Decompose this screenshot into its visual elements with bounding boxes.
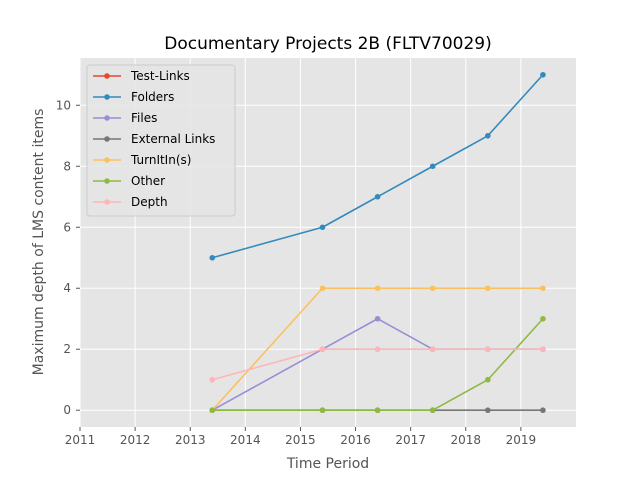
data-point — [485, 285, 491, 292]
series-other — [209, 315, 546, 414]
series-line-depth — [212, 348, 543, 381]
legend-swatch-marker — [104, 157, 110, 163]
legend-swatch-marker — [104, 136, 110, 142]
x-tick-label: 2014 — [230, 433, 261, 447]
data-point — [319, 224, 326, 231]
legend-label: Folders — [131, 90, 174, 104]
data-point — [374, 407, 381, 414]
series-folders — [209, 71, 546, 261]
legend-item-test-links: Test-Links — [93, 69, 190, 83]
x-axis-label: Time Period — [286, 456, 369, 472]
data-point — [485, 407, 491, 414]
x-tick-label: 2016 — [340, 433, 371, 447]
legend-label: Other — [131, 174, 165, 188]
series-lines — [209, 71, 546, 414]
data-point — [485, 132, 491, 139]
x-tick-label: 2015 — [285, 433, 316, 447]
y-axis-label: Maximum depth of LMS content items — [31, 109, 47, 376]
axis-ticks: 2011 2012 2013 2014 2015 2016 2017 2018 2019 0 2 4 6… — [56, 98, 536, 447]
legend-swatch-marker — [104, 94, 110, 100]
legend-item-other: Other — [93, 174, 165, 188]
legend-item-folders: Folders — [93, 90, 174, 104]
data-point — [374, 346, 381, 353]
data-point — [374, 193, 381, 200]
y-tick-label: 2 — [63, 342, 71, 356]
x-tick-label: 2018 — [451, 433, 482, 447]
chart-title: Documentary Projects 2B (FLTV70029) — [164, 34, 492, 54]
data-point — [319, 285, 326, 292]
x-tick-label: 2012 — [120, 433, 151, 447]
data-point — [540, 315, 546, 322]
data-point — [209, 254, 216, 261]
y-tick-label: 4 — [63, 281, 71, 295]
y-tick-label: 10 — [56, 98, 71, 112]
data-point — [540, 346, 546, 353]
x-tick-label: 2019 — [506, 433, 537, 447]
y-tick-label: 8 — [63, 159, 71, 173]
data-point — [429, 346, 436, 353]
legend-swatch-marker — [104, 178, 110, 184]
legend-item-files: Files — [93, 111, 157, 125]
data-point — [540, 71, 546, 78]
data-point — [429, 407, 436, 414]
legend-swatch-marker — [104, 115, 110, 121]
data-point — [429, 285, 436, 292]
legend-swatch-marker — [104, 199, 110, 205]
data-point — [209, 376, 216, 383]
y-tick-label: 6 — [63, 220, 71, 234]
data-point — [209, 407, 216, 414]
x-tick-label: 2013 — [175, 433, 206, 447]
series-line-folders — [212, 74, 544, 259]
series-line-other — [212, 318, 544, 412]
legend-item-turnitin-s: TurnItIn(s) — [93, 153, 191, 167]
data-point — [540, 407, 546, 414]
data-point — [319, 346, 326, 353]
series-depth — [209, 346, 546, 383]
series-turnitin-s — [209, 285, 546, 414]
legend-label: External Links — [131, 132, 215, 146]
data-point — [374, 315, 381, 322]
legend-box — [86, 64, 236, 217]
data-point — [485, 376, 491, 383]
legend: Test-Links Folders Files External Links Turn… — [86, 64, 236, 217]
x-tick-label: 2011 — [65, 433, 96, 447]
legend-label: Depth — [131, 195, 168, 209]
legend-item-depth: Depth — [93, 195, 168, 209]
data-point — [540, 285, 546, 292]
series-line-turnitin-s — [211, 287, 543, 411]
data-point — [429, 163, 436, 170]
legend-label: TurnItIn(s) — [130, 153, 191, 167]
data-point — [374, 285, 381, 292]
data-point — [319, 407, 326, 414]
x-tick-label: 2017 — [395, 433, 426, 447]
legend-label: Files — [131, 111, 157, 125]
legend-swatch-marker — [104, 73, 110, 79]
y-tick-label: 0 — [63, 403, 71, 417]
data-point — [485, 346, 491, 353]
legend-label: Test-Links — [130, 69, 190, 83]
legend-item-external-links: External Links — [93, 132, 215, 146]
